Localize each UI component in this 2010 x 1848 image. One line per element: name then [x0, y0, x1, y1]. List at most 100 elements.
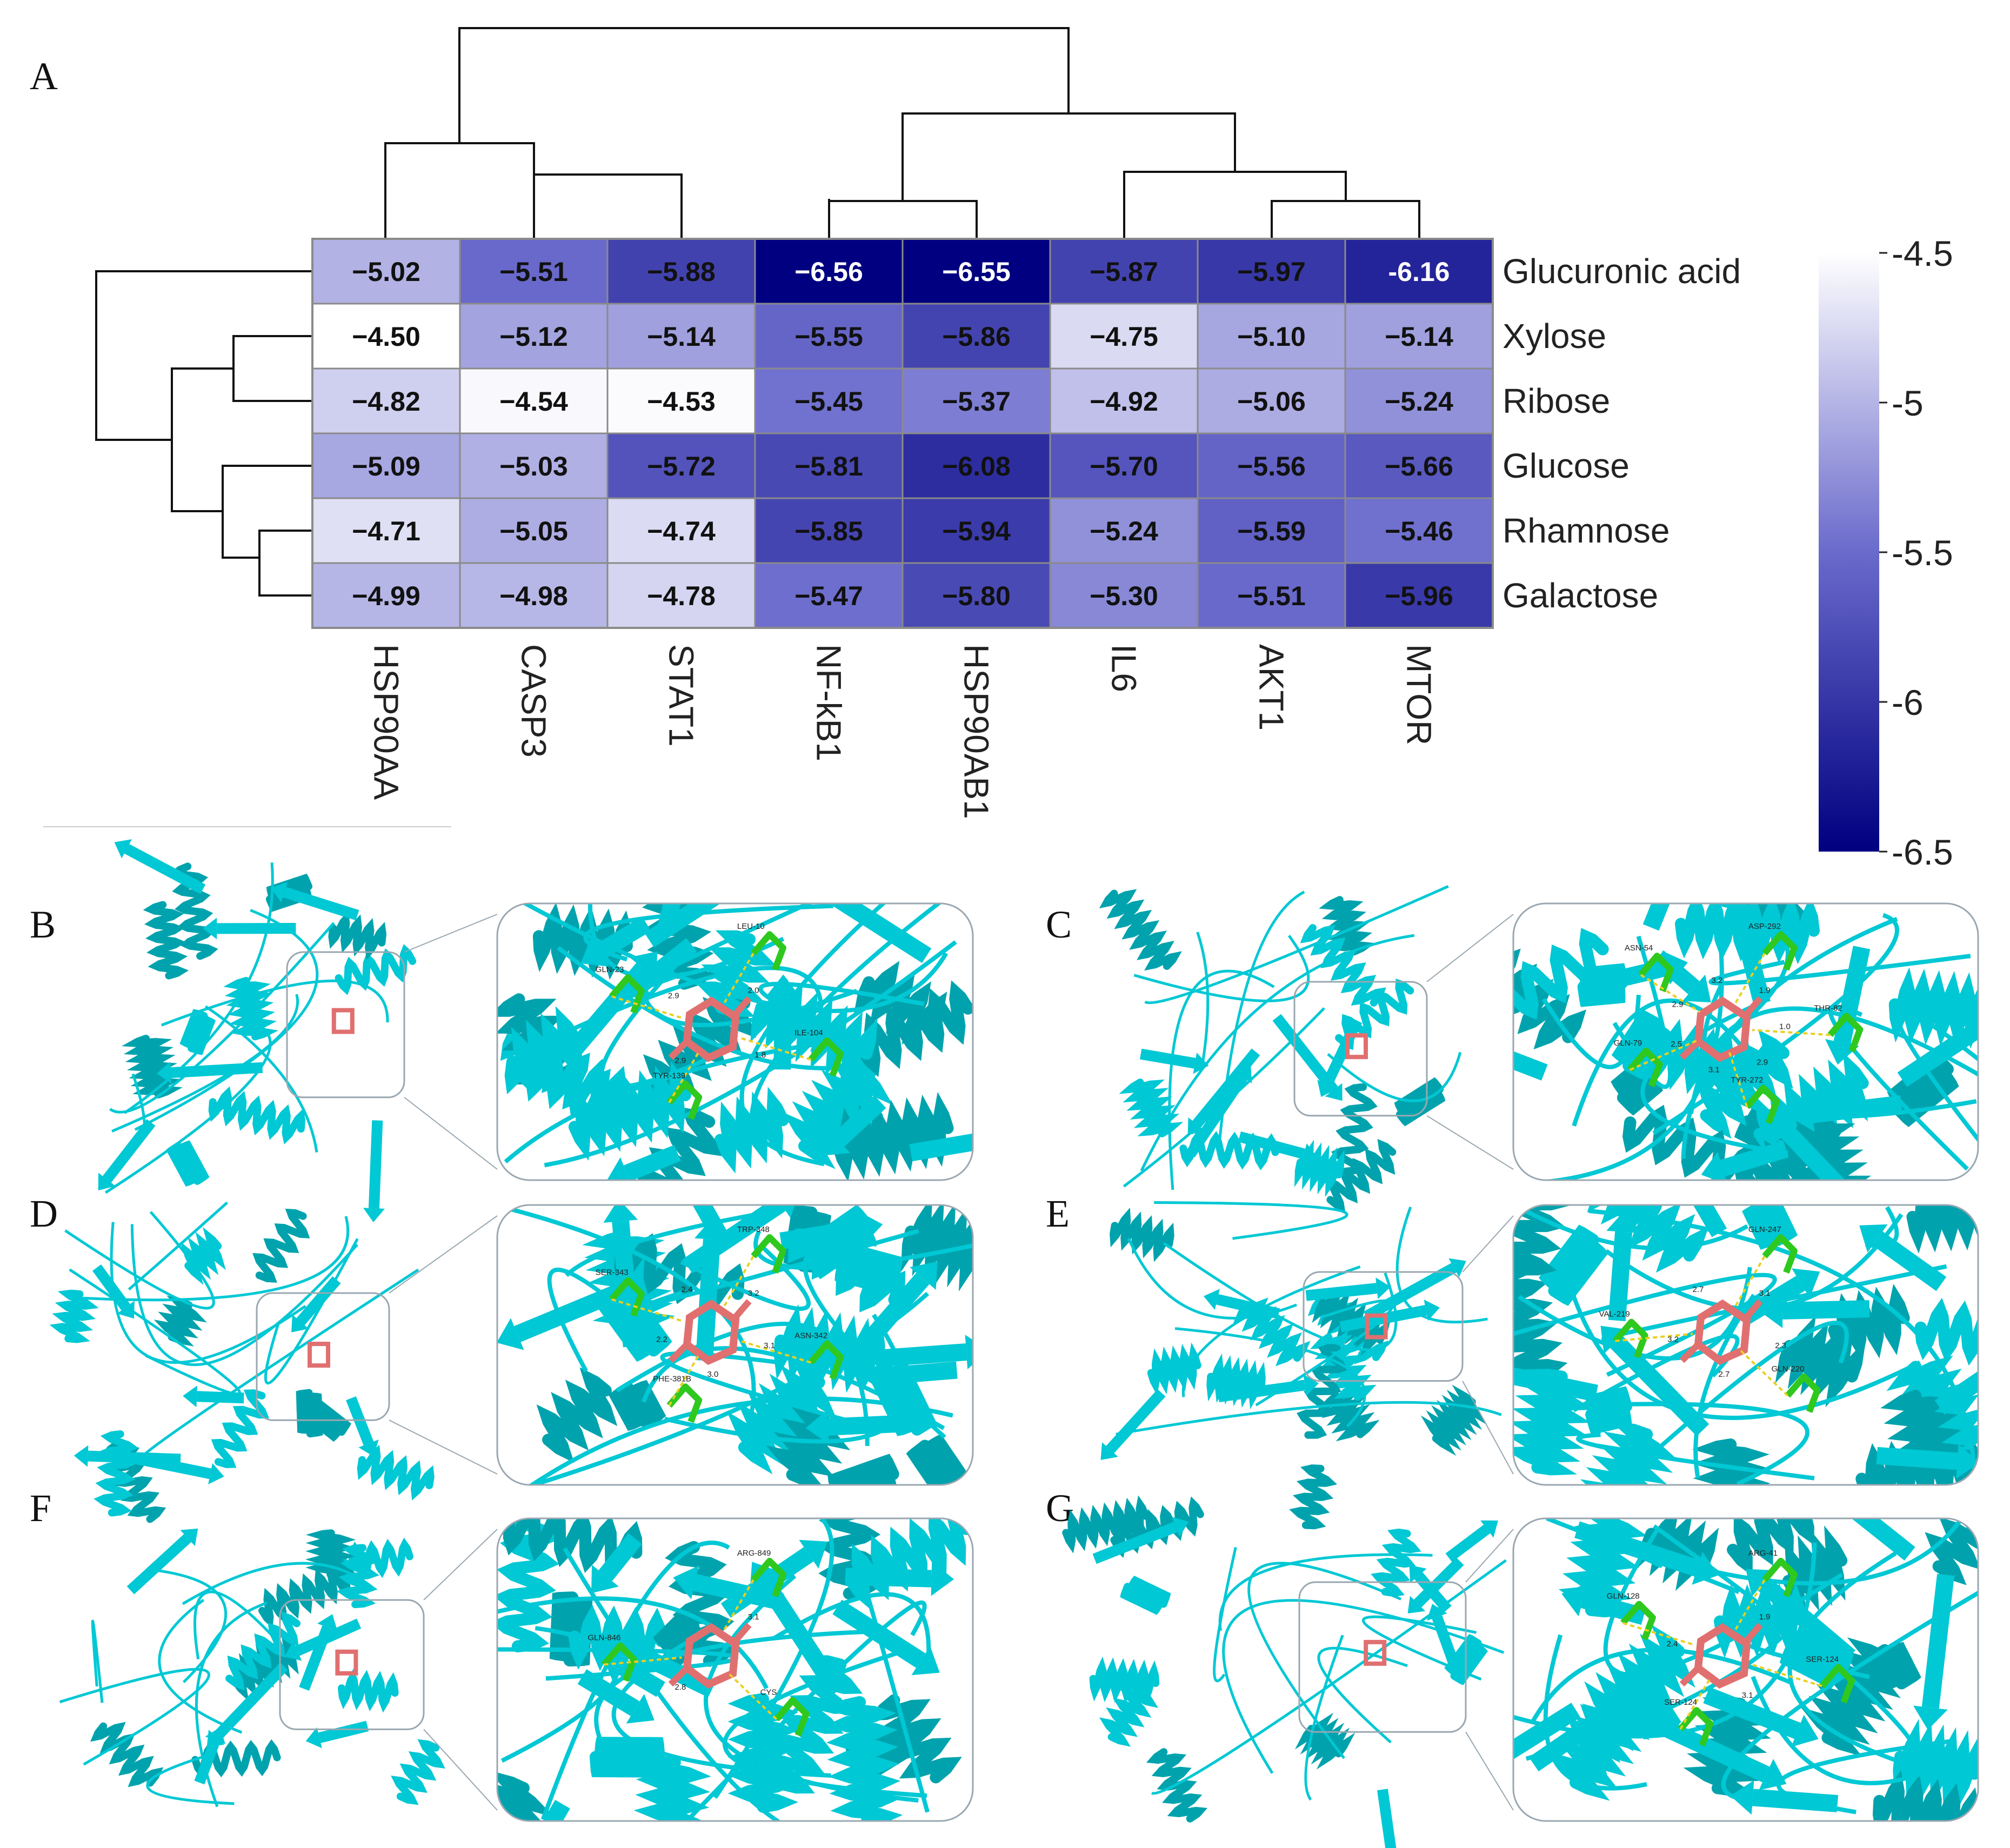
protein-strand: [88, 1450, 181, 1465]
protein-loop: [753, 1230, 973, 1270]
col-dendro-nfkb1-hsp90ab1: [828, 200, 978, 238]
protein-helix: [1585, 1386, 1632, 1435]
protein-strand: [1642, 903, 1702, 931]
cell-value-label: −4.78: [647, 581, 716, 611]
protein-strand: [1218, 1380, 1306, 1403]
col-dendro-stat1-arm: [534, 173, 683, 199]
distance-label: 2.5: [1671, 1040, 1682, 1049]
protein-loop: [1127, 1237, 1297, 1320]
protein-strand-arrow: [284, 1641, 302, 1661]
heatmap-cell: [1049, 303, 1199, 370]
protein-helix: [1887, 1051, 1959, 1127]
column-label: IL6: [1105, 644, 1144, 692]
hydrogen-bond: [1679, 1676, 1712, 1730]
protein-loop: [1304, 1635, 1344, 1801]
protein-helix: [1538, 1224, 1609, 1306]
protein-strand-arrow: [1956, 1444, 1978, 1479]
protein-strand: [283, 887, 359, 921]
distance-label: 2.9: [1672, 1000, 1684, 1009]
protein-strand-arrow: [1446, 1764, 1474, 1793]
protein-helix: [1800, 1637, 1909, 1757]
protein-helix: [1099, 889, 1182, 971]
row-dendro-root: [95, 270, 312, 441]
protein-strand-arrow: [1301, 1143, 1318, 1164]
hydrogen-bond: [1749, 1663, 1822, 1688]
protein-strand-arrow: [358, 1439, 379, 1457]
docking-panel-d: D TRP-348 ASN-342 PHE-381B SER-343 3.2 3.1 3.0 2…: [30, 1192, 974, 1523]
hydrogen-bond: [722, 953, 754, 1006]
colorbar-tick-label: -6: [1892, 682, 1924, 722]
protein-loop: [1543, 1634, 1647, 1791]
protein-strand-arrow: [317, 1614, 338, 1631]
protein-strand: [1833, 946, 1871, 1044]
binding-pocket-box: [1293, 981, 1428, 1117]
zoom-connector: [1465, 1529, 1514, 1583]
protein-strand-arrow: [822, 1127, 851, 1156]
protein-helix: [818, 1518, 881, 1600]
heatmap-cell: [459, 303, 609, 370]
protein-loop: [1895, 1008, 1978, 1166]
protein-strand: [877, 1343, 967, 1367]
hydrogen-bond: [1629, 1039, 1698, 1071]
protein-loop: [739, 903, 898, 1167]
protein-loop: [749, 903, 952, 1119]
protein-helix: [180, 1227, 226, 1285]
protein-loop: [1605, 1213, 1904, 1311]
protein-loop: [1123, 1007, 1325, 1188]
cell-value-label: −5.45: [794, 386, 863, 417]
protein-strand: [196, 1391, 244, 1404]
heatmap-cell: [754, 303, 904, 370]
protein-strand-arrow: [271, 882, 288, 903]
row-label: Galactose: [1503, 576, 1658, 615]
heatmap-cell: [311, 367, 461, 434]
colorbar: [1819, 253, 1879, 852]
ligand-overview: [335, 1649, 358, 1676]
column-label: STAT1: [662, 644, 701, 747]
protein-helix: [766, 1405, 851, 1485]
protein-strand: [126, 1534, 191, 1595]
protein-helix: [536, 1367, 618, 1463]
residue-label: GLN-128: [1607, 1592, 1640, 1601]
protein-strand-arrow: [1448, 1258, 1466, 1277]
protein-loop: [128, 1201, 228, 1291]
protein-loop: [1541, 994, 1641, 1069]
protein-strand: [1363, 1263, 1457, 1321]
cell-value-label: −5.09: [352, 451, 420, 481]
protein-strand: [1185, 1074, 1247, 1158]
cell-value-label: −6.55: [942, 257, 1011, 287]
protein-helix: [357, 1444, 435, 1501]
zoom-frame: [496, 1517, 974, 1822]
zoom-connector: [1462, 1215, 1514, 1273]
protein-loop: [639, 974, 858, 1028]
heatmap-cell: [902, 562, 1051, 629]
protein-helix: [900, 1205, 973, 1292]
protein-strand-arrow: [931, 1561, 954, 1596]
protein-loop: [1865, 1206, 1899, 1248]
distance-label: 2.4: [1667, 1639, 1678, 1649]
column-label: AKT1: [1252, 644, 1291, 731]
hydrogen-bond: [1615, 1333, 1693, 1342]
protein-strand: [1272, 1014, 1338, 1093]
ligand-bond: [730, 1299, 752, 1323]
residue-stick: [751, 1234, 786, 1274]
protein-loop: [1681, 916, 1898, 1159]
protein-strand-arrow: [117, 1301, 135, 1319]
protein-strand: [826, 903, 932, 963]
heatmap-cell: [1049, 238, 1199, 305]
protein-loop: [1181, 1265, 1361, 1397]
cell-value-label: −5.12: [499, 322, 568, 352]
residue-stick: [1819, 1664, 1855, 1704]
residue-label: PHE-381B: [653, 1374, 691, 1383]
protein-helix: [1513, 1205, 1571, 1276]
protein-loop: [64, 1211, 215, 1310]
protein-helix: [391, 1739, 445, 1805]
protein-strand: [368, 1120, 383, 1209]
cell-value-label: −5.70: [1090, 451, 1158, 481]
hydrogen-bond: [1739, 1349, 1788, 1397]
protein-helix: [90, 1722, 164, 1787]
protein-loop: [1572, 998, 1744, 1127]
protein-loop: [69, 1268, 241, 1396]
zoom-view-content: ASP-292 THR-82 TYR-272 GLN-79 ASN-54 1.9 1.0 2.…: [1513, 903, 1978, 1180]
heatmap-cell: [606, 562, 756, 629]
